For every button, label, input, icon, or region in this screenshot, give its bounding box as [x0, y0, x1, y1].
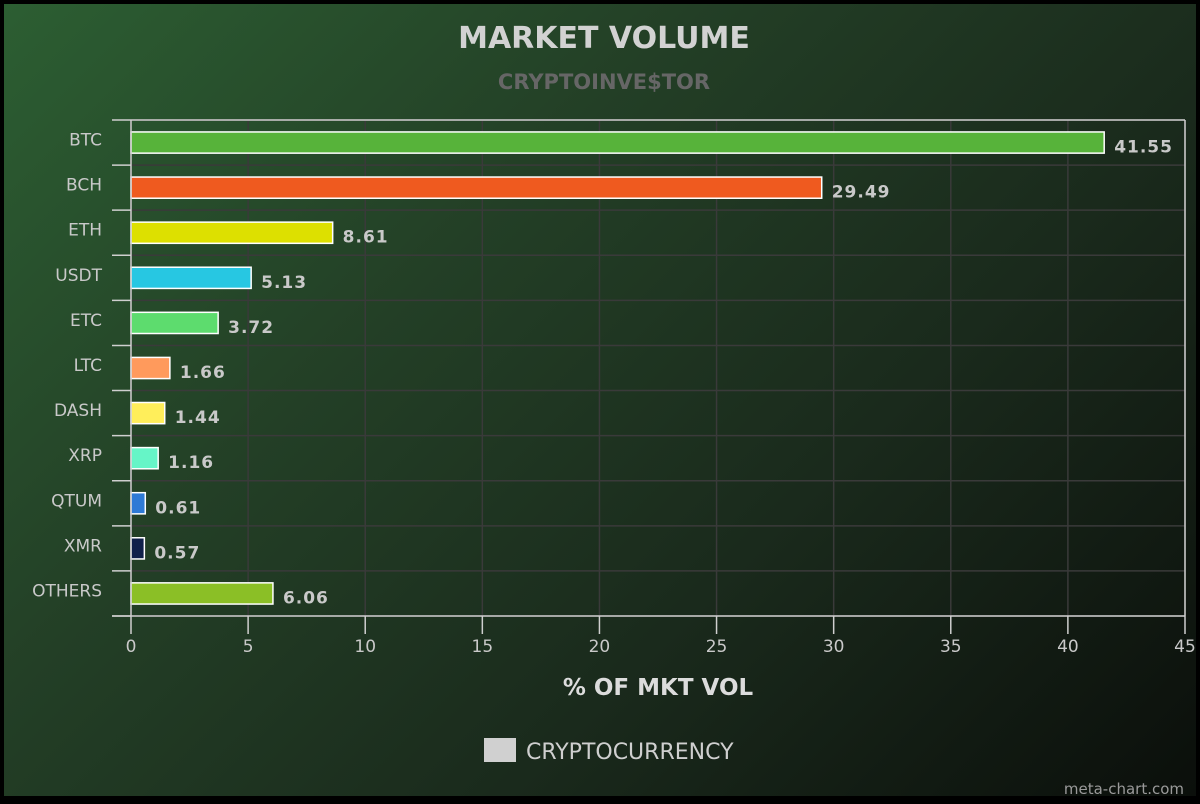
category-label-bch: BCH	[66, 176, 102, 196]
data-label-etc: 3.72	[228, 318, 274, 338]
bar-eth	[130, 221, 334, 245]
bar-btc	[130, 131, 1105, 154]
bar-bch	[130, 176, 823, 199]
x-tick-label: 10	[354, 637, 376, 657]
legend-label: CRYPTOCURRENCY	[526, 740, 734, 765]
bars: 41.55 29.49 8.61 5.13 3.72 1.66 1.44 1.16 0.61 0.…	[130, 131, 1173, 608]
axes: BTC BCH ETH USDT ETC LTC DASH XRP QTUM XMR OTHERS 0…	[32, 119, 1196, 657]
category-label-ltc: LTC	[74, 356, 102, 376]
bar-xmr	[130, 537, 146, 560]
x-tick-label: 30	[823, 637, 845, 657]
data-label-bch: 29.49	[832, 183, 891, 203]
chart-subtitle: CRYPTOINVE$TOR	[498, 70, 710, 94]
data-label-eth: 8.61	[343, 228, 389, 248]
x-tick-label: 40	[1057, 637, 1079, 657]
category-label-xrp: XRP	[68, 446, 102, 466]
category-label-usdt: USDT	[55, 266, 102, 286]
bar-usdt	[130, 266, 252, 290]
legend-swatch	[484, 738, 516, 762]
data-label-qtum: 0.61	[155, 498, 201, 518]
data-label-dash: 1.44	[175, 408, 221, 428]
x-axis-title: % OF MKT VOL	[563, 675, 754, 701]
data-label-btc: 41.55	[1114, 138, 1173, 158]
category-label-btc: BTC	[69, 131, 102, 151]
x-tick-label: 0	[126, 637, 137, 657]
data-label-ltc: 1.66	[180, 363, 226, 383]
category-label-eth: ETH	[68, 221, 102, 241]
data-label-usdt: 5.13	[261, 273, 307, 293]
x-tick-label: 45	[1174, 637, 1196, 657]
x-tick-label: 20	[589, 637, 611, 657]
category-label-qtum: QTUM	[51, 491, 102, 511]
bar-others	[130, 582, 274, 605]
x-tick-label: 35	[940, 637, 962, 657]
category-label-dash: DASH	[54, 401, 102, 421]
legend[interactable]: CRYPTOCURRENCY	[484, 738, 734, 765]
credit-text: meta-chart.com	[1064, 780, 1184, 798]
chart-svg: MARKET VOLUME CRYPTOINVE$TOR 41.55 29.49 8…	[32, 21, 1196, 798]
data-label-xrp: 1.16	[168, 453, 214, 473]
bar-dash	[130, 401, 166, 425]
bar-ltc	[130, 356, 171, 380]
x-tick-label: 25	[706, 637, 728, 657]
data-label-xmr: 0.57	[154, 543, 200, 563]
x-tick-label: 15	[472, 637, 494, 657]
category-label-etc: ETC	[70, 311, 102, 331]
category-label-xmr: XMR	[64, 536, 102, 556]
category-label-others: OTHERS	[32, 581, 102, 601]
chart-title: MARKET VOLUME	[458, 21, 750, 56]
bar-xrp	[130, 446, 159, 470]
bar-etc	[130, 311, 219, 335]
bar-qtum	[130, 491, 147, 515]
data-label-others: 6.06	[283, 588, 329, 608]
x-tick-label: 5	[243, 637, 254, 657]
